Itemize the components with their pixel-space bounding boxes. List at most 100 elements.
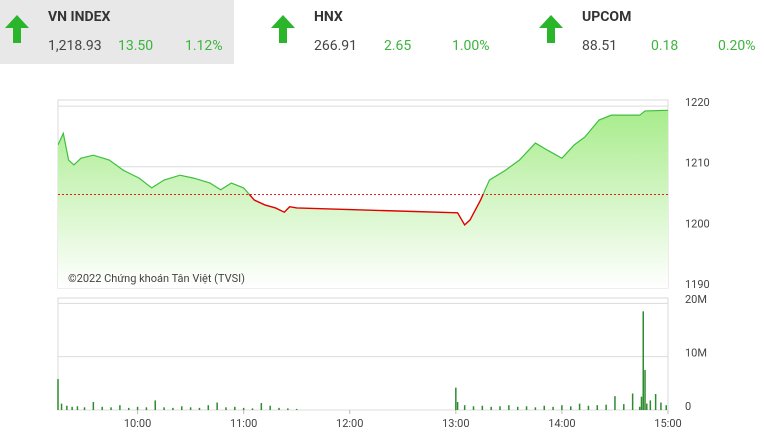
volume-bar — [269, 405, 271, 410]
volume-bar — [543, 405, 545, 410]
index-name: HNX — [314, 9, 343, 25]
index-percent: 1.00% — [452, 38, 490, 54]
up-arrow — [539, 15, 563, 43]
x-tick-label: 13:00 — [442, 417, 469, 430]
volume-bar — [225, 407, 227, 410]
up-arrow — [5, 15, 29, 43]
x-tick-label: 14:00 — [548, 417, 575, 430]
index-value: 88.51 — [582, 38, 618, 54]
volume-bar — [525, 406, 528, 410]
index-percent: 1.12% — [185, 38, 223, 54]
index-tile[interactable]: HNX 266.91 2.65 1.00% — [266, 0, 500, 64]
volume-bar — [83, 407, 86, 410]
volume-bar — [642, 311, 644, 410]
annotation: ©2022 Chứng khoán Tân Việt (TVSI) — [68, 272, 245, 285]
index-change: 13.50 — [118, 38, 154, 54]
index-tile[interactable]: VN INDEX 1,218.93 13.50 1.12% — [0, 0, 234, 64]
volume-bar — [136, 406, 139, 410]
volume-bar — [649, 400, 652, 410]
volume-bar — [508, 405, 510, 410]
index-tiles: VN INDEX 1,218.93 13.50 1.12% HNX 266.91… — [0, 0, 764, 64]
volume-bar — [60, 403, 63, 410]
index-value: 1,218.93 — [48, 38, 102, 54]
volume-bar — [605, 404, 607, 410]
index-value: 266.91 — [314, 38, 358, 54]
volume-bar — [644, 370, 646, 410]
volume-bar — [472, 406, 475, 410]
volume-bar — [614, 396, 616, 410]
volume-bar — [596, 405, 599, 410]
price-line-below — [248, 194, 484, 227]
volume-bar — [234, 406, 236, 410]
volume-bar — [189, 407, 192, 410]
index-name: VN INDEX — [48, 9, 111, 25]
volume-bar — [216, 402, 218, 410]
volume-bar — [490, 406, 492, 410]
volume-bar — [181, 406, 183, 410]
index-percent: 0.20% — [718, 38, 756, 54]
volume-bar — [516, 406, 519, 410]
volume-bar — [251, 408, 254, 410]
volume-bar — [127, 407, 130, 410]
volume-bar — [534, 407, 537, 410]
volume-bar — [119, 405, 121, 410]
volume-bar — [654, 394, 657, 410]
volume-bar — [456, 402, 459, 410]
volume-bar — [623, 404, 625, 410]
volume-bar — [145, 407, 148, 410]
y-tick-label: 1210 — [685, 157, 710, 170]
volume-bar — [552, 406, 554, 410]
volume-bar — [66, 405, 68, 410]
up-arrow — [271, 15, 295, 43]
volume-bar — [163, 407, 165, 410]
x-tick-label: 10:00 — [124, 417, 151, 430]
index-name: UPCOM — [582, 9, 632, 25]
y-tick-label: 1220 — [685, 96, 710, 109]
volume-bar — [57, 379, 59, 410]
volume-bar — [481, 405, 484, 410]
y-tick-label: 0 — [685, 400, 691, 413]
price-line — [58, 109, 668, 195]
volume-bar — [101, 406, 103, 410]
volume-bar — [92, 402, 95, 410]
volume-bar — [587, 405, 590, 410]
volume-bar — [198, 407, 201, 410]
volume-bar — [172, 407, 174, 410]
volume-bar — [640, 396, 643, 410]
volume-bar — [578, 403, 581, 410]
volume-bar — [207, 405, 210, 410]
y-tick-label: 10M — [685, 347, 707, 360]
x-tick-label: 12:00 — [336, 417, 363, 430]
volume-bar — [570, 406, 572, 410]
x-tick-label: 15:00 — [654, 417, 681, 430]
volume-bar — [242, 407, 245, 410]
volume-bar — [71, 406, 73, 410]
x-tick-label: 11:00 — [230, 417, 257, 430]
volume-bar — [631, 393, 634, 410]
y-tick-label: 1190 — [685, 278, 710, 291]
volume-bar — [76, 406, 79, 410]
plot-frame — [57, 297, 669, 411]
volume-bar — [646, 403, 648, 410]
volume-bar — [463, 405, 466, 410]
volume-bar — [287, 408, 289, 410]
volume-bar — [455, 387, 457, 410]
volume-bar — [499, 406, 501, 410]
index-change: 0.18 — [651, 38, 679, 54]
volume-bar — [295, 408, 298, 410]
volume-bar — [561, 405, 563, 410]
y-tick-label: 1200 — [685, 217, 710, 230]
volume-bar — [110, 407, 112, 410]
volume-bar — [665, 405, 667, 410]
y-tick-label: 20M — [685, 293, 707, 306]
index-change: 2.65 — [384, 38, 412, 54]
volume-bar — [154, 400, 156, 410]
price-area — [58, 110, 668, 288]
volume-bar — [660, 402, 662, 410]
volume-bar — [278, 407, 280, 410]
index-tile[interactable]: UPCOM 88.51 0.18 0.20% — [534, 0, 764, 64]
volume-bar — [260, 403, 263, 410]
volume-bar — [638, 406, 641, 410]
